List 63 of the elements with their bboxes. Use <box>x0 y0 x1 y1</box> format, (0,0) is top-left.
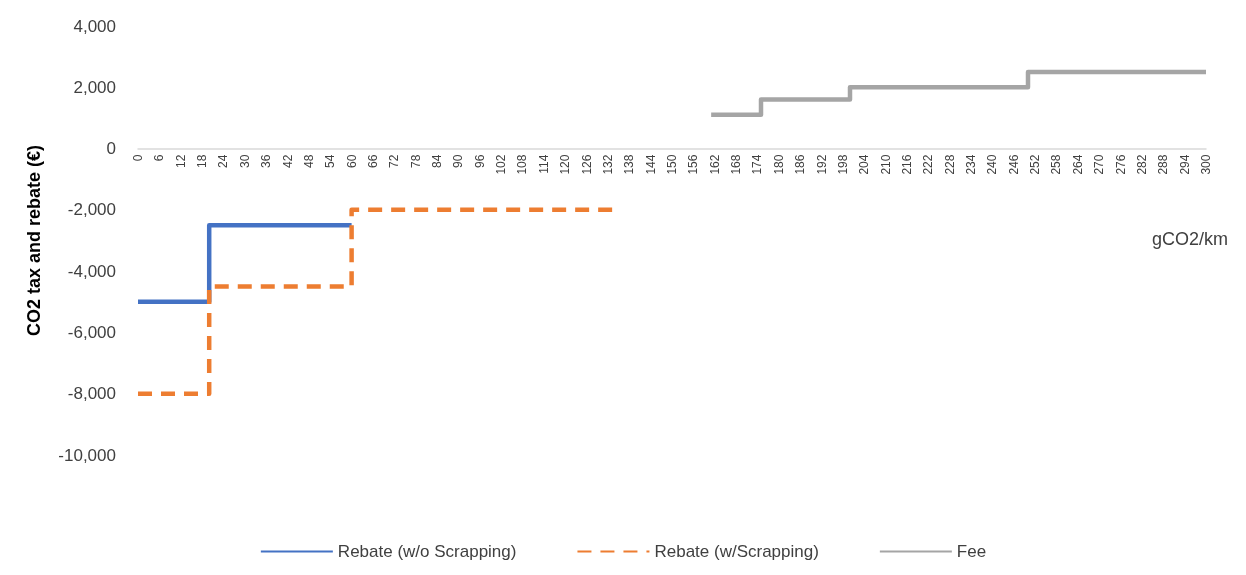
y-tick-label: -6,000 <box>67 322 116 342</box>
x-tick-label: 114 <box>536 154 551 174</box>
x-tick-label: 54 <box>323 154 338 168</box>
x-tick-label: 120 <box>558 154 573 175</box>
y-tick-label: -8,000 <box>67 384 116 404</box>
x-tick-label: 84 <box>430 154 445 168</box>
x-tick-label: 78 <box>408 154 423 168</box>
x-tick-label: 282 <box>1134 154 1149 175</box>
x-tick-label: 240 <box>985 154 1000 175</box>
y-tick-label: 2,000 <box>73 77 116 97</box>
y-axis-title: CO2 tax and rebate (€) <box>24 144 44 337</box>
x-tick-label: 288 <box>1156 154 1171 175</box>
x-tick-label: 0 <box>131 154 145 162</box>
x-tick-label: 270 <box>1092 154 1107 175</box>
x-tick-label: 72 <box>387 154 402 168</box>
x-tick-label: 30 <box>237 154 252 168</box>
x-tick-label: 234 <box>964 154 979 175</box>
x-tick-label: 264 <box>1070 154 1085 175</box>
x-tick-label: 174 <box>750 154 765 175</box>
x-tick-label: 126 <box>579 154 594 175</box>
x-tick-label: 168 <box>729 154 744 175</box>
x-tick-label: 180 <box>771 154 786 175</box>
x-tick-label: 216 <box>899 154 914 175</box>
x-tick-label: 228 <box>942 154 957 175</box>
x-tick-label: 6 <box>152 154 167 162</box>
x-tick-label: 150 <box>665 154 679 175</box>
x-tick-label: 42 <box>280 154 295 168</box>
x-tick-label: 156 <box>686 154 701 175</box>
legend-label: Rebate (w/Scrapping) <box>654 542 819 561</box>
x-tick-label: 144 <box>643 154 658 175</box>
y-tick-label: 4,000 <box>73 16 116 36</box>
y-tick-label: -10,000 <box>58 445 116 465</box>
x-tick-label: 66 <box>365 154 380 168</box>
x-axis-title: gCO2/km <box>1151 229 1229 249</box>
x-tick-label: 246 <box>1006 154 1021 175</box>
x-tick-label: 60 <box>344 154 359 168</box>
legend-label: Fee <box>956 542 987 561</box>
x-tick-label: 162 <box>707 154 722 175</box>
x-tick-label: 276 <box>1113 154 1128 175</box>
x-tick-label: 294 <box>1177 154 1192 175</box>
x-tick-label: 300 <box>1199 154 1213 175</box>
y-tick-label: -2,000 <box>67 200 116 220</box>
y-tick-label: -4,000 <box>67 261 116 281</box>
x-tick-label: 18 <box>195 154 210 168</box>
x-tick-label: 186 <box>793 154 808 175</box>
x-tick-label: 252 <box>1028 154 1043 175</box>
x-tick-label: 96 <box>472 154 487 168</box>
x-tick-label: 192 <box>814 154 829 175</box>
x-tick-label: 222 <box>921 154 936 175</box>
x-tick-label: 90 <box>451 154 466 168</box>
x-tick-label: 258 <box>1049 154 1064 175</box>
x-tick-label: 24 <box>216 154 231 168</box>
x-tick-label: 12 <box>173 154 188 168</box>
x-tick-label: 198 <box>835 154 850 175</box>
x-tick-label: 102 <box>494 154 509 175</box>
legend-label: Rebate (w/o Scrapping) <box>337 542 517 561</box>
x-tick-label: 48 <box>301 154 316 168</box>
x-tick-label: 108 <box>515 154 530 175</box>
x-tick-label: 204 <box>857 154 872 175</box>
x-tick-label: 36 <box>259 154 274 168</box>
x-tick-label: 210 <box>878 154 893 175</box>
x-tick-label: 132 <box>600 154 615 175</box>
x-tick-label: 138 <box>622 154 637 175</box>
